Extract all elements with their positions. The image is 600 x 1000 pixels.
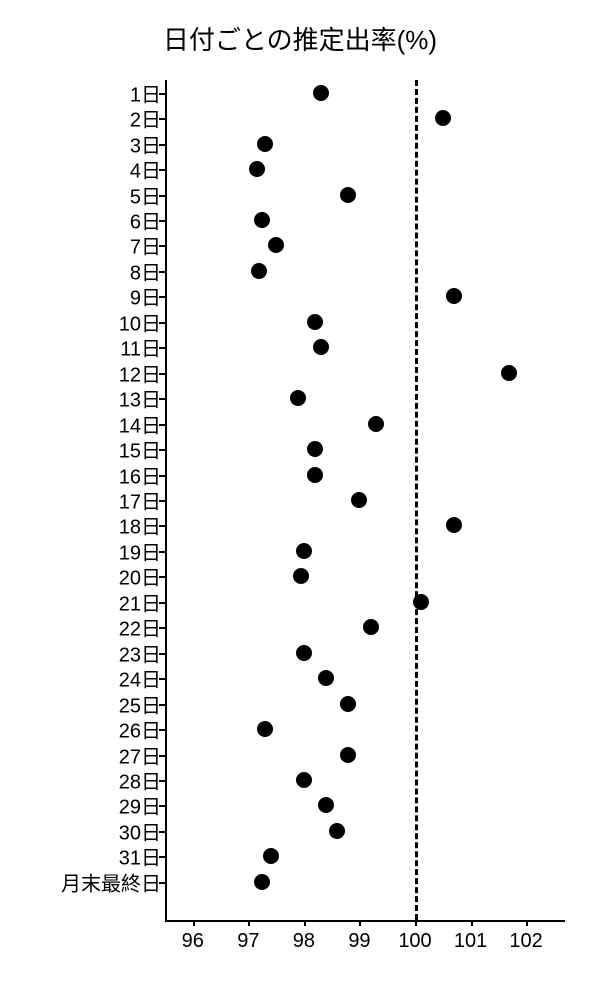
x-tick-mark — [526, 920, 528, 926]
scatter-point — [313, 85, 329, 101]
y-tick-mark — [159, 424, 165, 426]
y-tick-mark — [159, 245, 165, 247]
y-tick-mark — [159, 704, 165, 706]
y-tick-mark — [159, 169, 165, 171]
x-tick-mark — [359, 920, 361, 926]
scatter-point — [254, 874, 270, 890]
y-tick-mark — [159, 576, 165, 578]
scatter-chart: 1日2日3日4日5日6日7日8日9日10日11日12日13日14日15日16日1… — [165, 80, 565, 920]
scatter-point — [318, 797, 334, 813]
y-tick-mark — [159, 805, 165, 807]
scatter-point — [307, 467, 323, 483]
y-tick-mark — [159, 398, 165, 400]
y-tick-mark — [159, 755, 165, 757]
y-tick-label: 月末最終日 — [8, 867, 161, 896]
y-tick-mark — [159, 856, 165, 858]
scatter-point — [249, 161, 265, 177]
y-tick-mark — [159, 220, 165, 222]
scatter-point — [257, 136, 273, 152]
x-tick-mark — [304, 920, 306, 926]
scatter-point — [290, 390, 306, 406]
scatter-point — [340, 187, 356, 203]
scatter-point — [318, 670, 334, 686]
y-tick-mark — [159, 525, 165, 527]
scatter-point — [340, 747, 356, 763]
y-tick-mark — [159, 831, 165, 833]
x-tick-label: 96 — [182, 930, 204, 953]
y-tick-mark — [159, 118, 165, 120]
y-tick-mark — [159, 296, 165, 298]
x-tick-label: 101 — [454, 930, 487, 953]
scatter-point — [435, 110, 451, 126]
y-tick-mark — [159, 475, 165, 477]
scatter-point — [296, 772, 312, 788]
y-tick-mark — [159, 322, 165, 324]
y-axis-line — [165, 80, 167, 920]
y-tick-mark — [159, 627, 165, 629]
reference-line — [415, 80, 418, 920]
scatter-point — [368, 416, 384, 432]
scatter-point — [340, 696, 356, 712]
y-tick-mark — [159, 373, 165, 375]
scatter-point — [268, 237, 284, 253]
scatter-point — [329, 823, 345, 839]
x-tick-label: 98 — [293, 930, 315, 953]
y-tick-mark — [159, 93, 165, 95]
y-tick-mark — [159, 678, 165, 680]
x-tick-mark — [193, 920, 195, 926]
x-tick-mark — [471, 920, 473, 926]
scatter-point — [307, 441, 323, 457]
x-tick-label: 97 — [237, 930, 259, 953]
x-tick-mark — [248, 920, 250, 926]
x-tick-mark — [415, 920, 417, 926]
scatter-point — [263, 848, 279, 864]
y-tick-mark — [159, 653, 165, 655]
scatter-point — [254, 212, 270, 228]
scatter-point — [296, 543, 312, 559]
scatter-point — [296, 645, 312, 661]
y-tick-mark — [159, 602, 165, 604]
chart-title: 日付ごとの推定出率(%) — [0, 20, 600, 57]
scatter-point — [446, 517, 462, 533]
scatter-point — [313, 339, 329, 355]
y-tick-mark — [159, 500, 165, 502]
y-tick-mark — [159, 144, 165, 146]
y-tick-mark — [159, 347, 165, 349]
x-axis-line — [165, 920, 565, 922]
y-tick-mark — [159, 449, 165, 451]
chart-container: 日付ごとの推定出率(%) 1日2日3日4日5日6日7日8日9日10日11日12日… — [0, 0, 600, 1000]
scatter-point — [501, 365, 517, 381]
scatter-point — [251, 263, 267, 279]
x-tick-label: 100 — [398, 930, 431, 953]
y-tick-mark — [159, 551, 165, 553]
scatter-point — [413, 594, 429, 610]
y-tick-mark — [159, 780, 165, 782]
y-tick-mark — [159, 195, 165, 197]
x-tick-label: 99 — [348, 930, 370, 953]
y-tick-mark — [159, 271, 165, 273]
y-tick-mark — [159, 729, 165, 731]
scatter-point — [363, 619, 379, 635]
scatter-point — [307, 314, 323, 330]
scatter-point — [293, 568, 309, 584]
scatter-point — [257, 721, 273, 737]
y-tick-mark — [159, 882, 165, 884]
x-tick-label: 102 — [509, 930, 542, 953]
scatter-point — [446, 288, 462, 304]
scatter-point — [351, 492, 367, 508]
